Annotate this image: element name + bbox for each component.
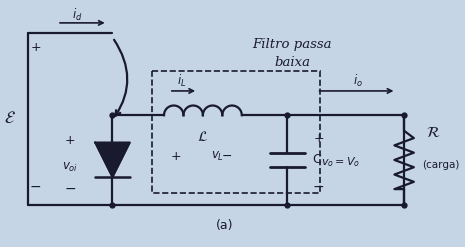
Polygon shape — [95, 143, 130, 177]
Text: +: + — [170, 150, 181, 163]
Text: +: + — [313, 132, 324, 145]
Text: (carga): (carga) — [422, 160, 459, 170]
Text: $i_o$: $i_o$ — [353, 73, 364, 89]
Text: $v_o = V_o$: $v_o = V_o$ — [321, 155, 360, 169]
Text: (a): (a) — [216, 219, 233, 232]
Text: −: − — [222, 150, 232, 163]
Text: $i_L$: $i_L$ — [177, 73, 186, 89]
Text: $v_{oi}$: $v_{oi}$ — [62, 161, 78, 174]
Text: $v_L$: $v_L$ — [211, 149, 224, 163]
Text: −: − — [313, 180, 325, 194]
Text: $\mathcal{L}$: $\mathcal{L}$ — [197, 130, 208, 144]
Text: Filtro passa
baixa: Filtro passa baixa — [252, 39, 332, 69]
Bar — [153, 71, 319, 193]
Text: C: C — [313, 153, 321, 166]
Text: $\mathcal{E}$: $\mathcal{E}$ — [4, 110, 16, 127]
Text: −: − — [30, 180, 41, 194]
Text: +: + — [30, 41, 41, 54]
Text: $i_d$: $i_d$ — [72, 7, 83, 23]
Text: $\mathcal{R}$: $\mathcal{R}$ — [425, 126, 440, 140]
Text: +: + — [65, 134, 75, 147]
Text: −: − — [64, 182, 76, 196]
